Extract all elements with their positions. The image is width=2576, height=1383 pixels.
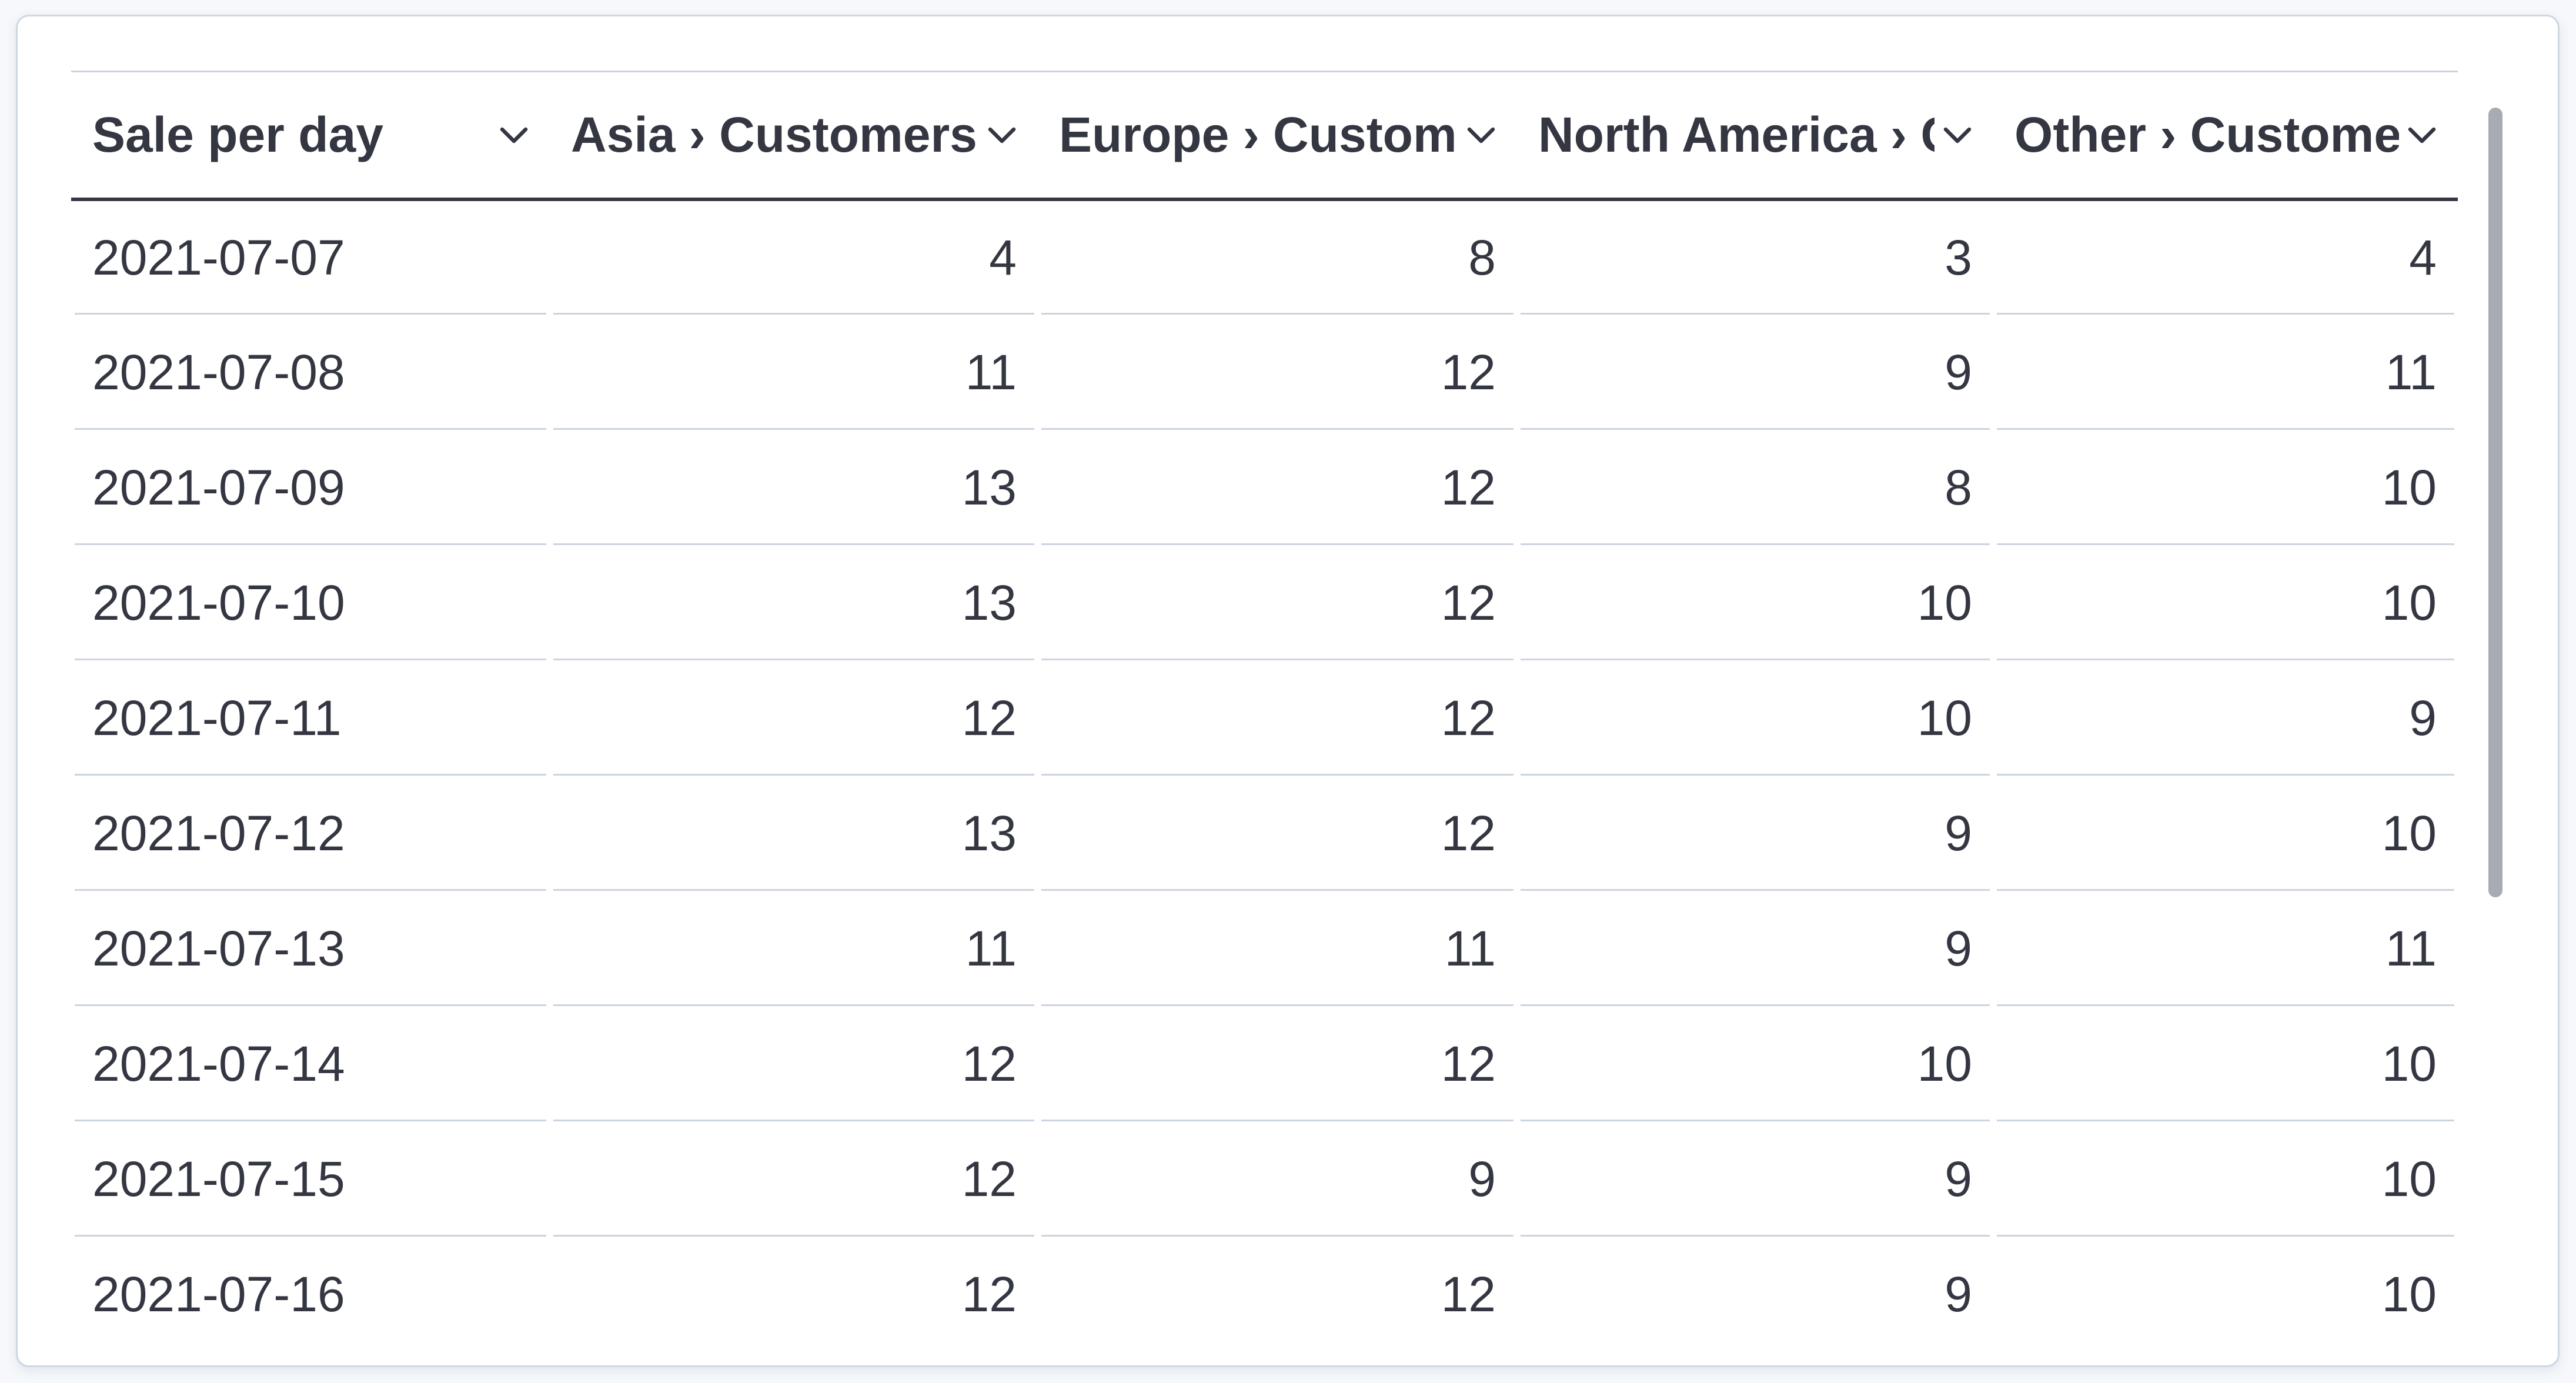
date-cell: 2021-07-10: [71, 545, 550, 660]
value-cell: 9: [1517, 891, 1993, 1006]
value-cell: 10: [1993, 776, 2458, 891]
value-cell: 12: [1038, 1237, 1517, 1339]
value-cell: 12: [1038, 430, 1517, 545]
value-cell: 11: [550, 315, 1038, 430]
value-cell: 13: [550, 776, 1038, 891]
value-cell: 12: [1038, 776, 1517, 891]
value-cell: 12: [550, 1237, 1038, 1339]
value-cell: 9: [1038, 1121, 1517, 1237]
value-cell: 13: [550, 545, 1038, 660]
value-cell: 12: [550, 1006, 1038, 1121]
value-cell: 9: [1993, 660, 2458, 776]
value-cell: 4: [550, 199, 1038, 315]
value-cell: 12: [1038, 545, 1517, 660]
vertical-scrollbar-thumb[interactable]: [2488, 108, 2503, 897]
value-cell: 10: [1993, 430, 2458, 545]
value-cell: 11: [1993, 891, 2458, 1006]
value-cell: 12: [550, 1121, 1038, 1237]
chevron-down-icon[interactable]: [499, 126, 529, 145]
value-cell: 11: [1038, 891, 1517, 1006]
value-cell: 9: [1517, 776, 1993, 891]
date-cell: 2021-07-08: [71, 315, 550, 430]
table-row: 2021-07-10 13 12 10 10: [71, 545, 2458, 660]
value-cell: 10: [1517, 545, 1993, 660]
column-header-content: North America › Customers: [1538, 106, 1972, 163]
data-table: Sale per day Asia › Customers Europe › Cus…: [71, 72, 2458, 1339]
column-header-europe[interactable]: Europe › Customers: [1038, 72, 1517, 201]
chevron-down-icon[interactable]: [1943, 126, 1972, 145]
table-row: 2021-07-15 12 9 9 10: [71, 1121, 2458, 1237]
column-header-north-america[interactable]: North America › Customers: [1517, 72, 1993, 201]
chevron-down-icon[interactable]: [987, 126, 1017, 145]
value-cell: 11: [550, 891, 1038, 1006]
chevron-down-icon[interactable]: [2407, 126, 2437, 145]
value-cell: 9: [1517, 1121, 1993, 1237]
value-cell: 4: [1993, 199, 2458, 315]
date-cell: 2021-07-16: [71, 1237, 550, 1339]
column-header-content: Europe › Customers: [1059, 106, 1496, 163]
column-header-content: Asia › Customers: [571, 106, 1017, 163]
column-header-label: Other › Customers: [2014, 107, 2399, 162]
chevron-down-icon[interactable]: [1466, 126, 1496, 145]
date-cell: 2021-07-07: [71, 199, 550, 315]
value-cell: 10: [1993, 1237, 2458, 1339]
datatable-panel: Sale per day Asia › Customers Europe › Cus…: [16, 15, 2560, 1367]
value-cell: 8: [1038, 199, 1517, 315]
value-cell: 9: [1517, 1237, 1993, 1339]
value-cell: 10: [1517, 660, 1993, 776]
column-header-sale-per-day[interactable]: Sale per day: [71, 72, 550, 201]
column-header-label: Europe › Customers: [1059, 107, 1458, 162]
column-header-other[interactable]: Other › Customers: [1993, 72, 2458, 201]
table-row: 2021-07-11 12 12 10 9: [71, 660, 2458, 776]
value-cell: 12: [1038, 1006, 1517, 1121]
table-row: 2021-07-09 13 12 8 10: [71, 430, 2458, 545]
value-cell: 12: [1038, 315, 1517, 430]
value-cell: 10: [1993, 1006, 2458, 1121]
header-row: Sale per day Asia › Customers Europe › Cus…: [71, 72, 2458, 201]
column-header-label: Asia › Customers: [571, 107, 977, 162]
table-row: 2021-07-13 11 11 9 11: [71, 891, 2458, 1006]
value-cell: 10: [1517, 1006, 1993, 1121]
value-cell: 11: [1993, 315, 2458, 430]
value-cell: 10: [1993, 1121, 2458, 1237]
value-cell: 3: [1517, 199, 1993, 315]
column-header-label: Sale per day: [92, 107, 383, 162]
value-cell: 12: [1038, 660, 1517, 776]
table-row: 2021-07-08 11 12 9 11: [71, 315, 2458, 430]
column-header-content: Other › Customers: [2014, 106, 2437, 163]
value-cell: 12: [550, 660, 1038, 776]
date-cell: 2021-07-13: [71, 891, 550, 1006]
table-row: 2021-07-16 12 12 9 10: [71, 1237, 2458, 1339]
value-cell: 10: [1993, 545, 2458, 660]
column-header-asia[interactable]: Asia › Customers: [550, 72, 1038, 201]
date-cell: 2021-07-09: [71, 430, 550, 545]
table-row: 2021-07-07 4 8 3 4: [71, 199, 2458, 315]
value-cell: 9: [1517, 315, 1993, 430]
table-scroll-area[interactable]: Sale per day Asia › Customers Europe › Cus…: [71, 71, 2458, 1339]
date-cell: 2021-07-12: [71, 776, 550, 891]
table-row: 2021-07-12 13 12 9 10: [71, 776, 2458, 891]
value-cell: 8: [1517, 430, 1993, 545]
table-row: 2021-07-14 12 12 10 10: [71, 1006, 2458, 1121]
date-cell: 2021-07-15: [71, 1121, 550, 1237]
date-cell: 2021-07-11: [71, 660, 550, 776]
column-header-label: North America › Customers: [1538, 107, 1934, 162]
value-cell: 13: [550, 430, 1038, 545]
column-header-content: Sale per day: [92, 106, 529, 163]
date-cell: 2021-07-14: [71, 1006, 550, 1121]
